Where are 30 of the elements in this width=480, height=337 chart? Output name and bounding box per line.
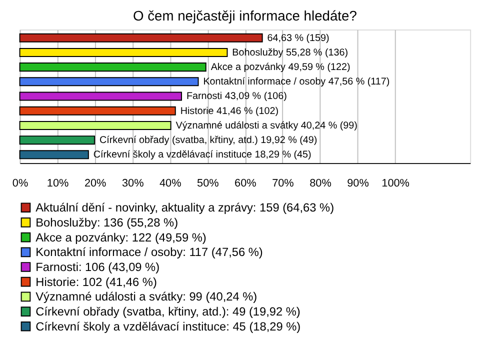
data-label: 64,63 % (159) <box>267 32 330 44</box>
x-tick-label: 100% <box>382 177 410 190</box>
legend-label: Církevní školy a vzdělávací instituce: 45 (18,29 %) <box>36 319 301 334</box>
x-tick-label: 50% <box>197 177 220 190</box>
legend-label: Farnosti: 106 (43,09 %) <box>36 260 160 274</box>
data-label: Akce a pozvánky 49,59 % (122) <box>210 62 350 74</box>
data-label: Církevní školy a vzdělávací instituce 18,29 % (45) <box>93 150 312 161</box>
legend-label: Církevní obřady (svatba, křtiny, atd.): 49 (19,92 %) <box>36 304 300 318</box>
data-label: Farnosti 43,09 % (106) <box>186 91 287 102</box>
x-tick-label: 10% <box>46 177 70 190</box>
data-label: Kontaktní informace / osoby 47,56 % (117) <box>203 76 390 88</box>
data-label: Církevní obřady (svatba, křtiny, atd.) 19,92 % (49) <box>99 135 318 146</box>
x-tick-label: 30% <box>122 177 144 190</box>
x-tick-label: 60% <box>234 177 257 190</box>
legend-label: Bohoslužby: 136 (55,28 %) <box>36 215 178 230</box>
legend-label: Akce a pozvánky: 122 (49,59 %) <box>36 230 206 244</box>
x-tick-label: 90% <box>347 177 370 190</box>
legend-label: Historie: 102 (41,46 %) <box>36 274 157 289</box>
x-tick-label: 80% <box>310 177 332 190</box>
data-label: Historie 41,46 % (102) <box>180 106 279 117</box>
legend-label: Aktuální dění - novinky, aktuality a zprávy: 159 (64,63 %) <box>36 200 334 215</box>
legend-label: Kontaktní informace / osoby: 117 (47,56 %) <box>36 245 263 260</box>
x-tick-label: 40% <box>160 177 182 190</box>
x-tick-label: 0% <box>12 177 28 190</box>
x-tick-label: 20% <box>84 177 107 190</box>
x-tick-label: 70% <box>272 177 294 190</box>
chart-title: O čem nejčastěji informace hledáte? <box>132 8 358 24</box>
data-label: Bohoslužby 55,28 % (136) <box>232 47 348 58</box>
legend-label: Významné události a svátky: 99 (40,24 %) <box>36 290 258 304</box>
data-label: Významné události a svátky 40,24 % (99) <box>176 120 358 132</box>
